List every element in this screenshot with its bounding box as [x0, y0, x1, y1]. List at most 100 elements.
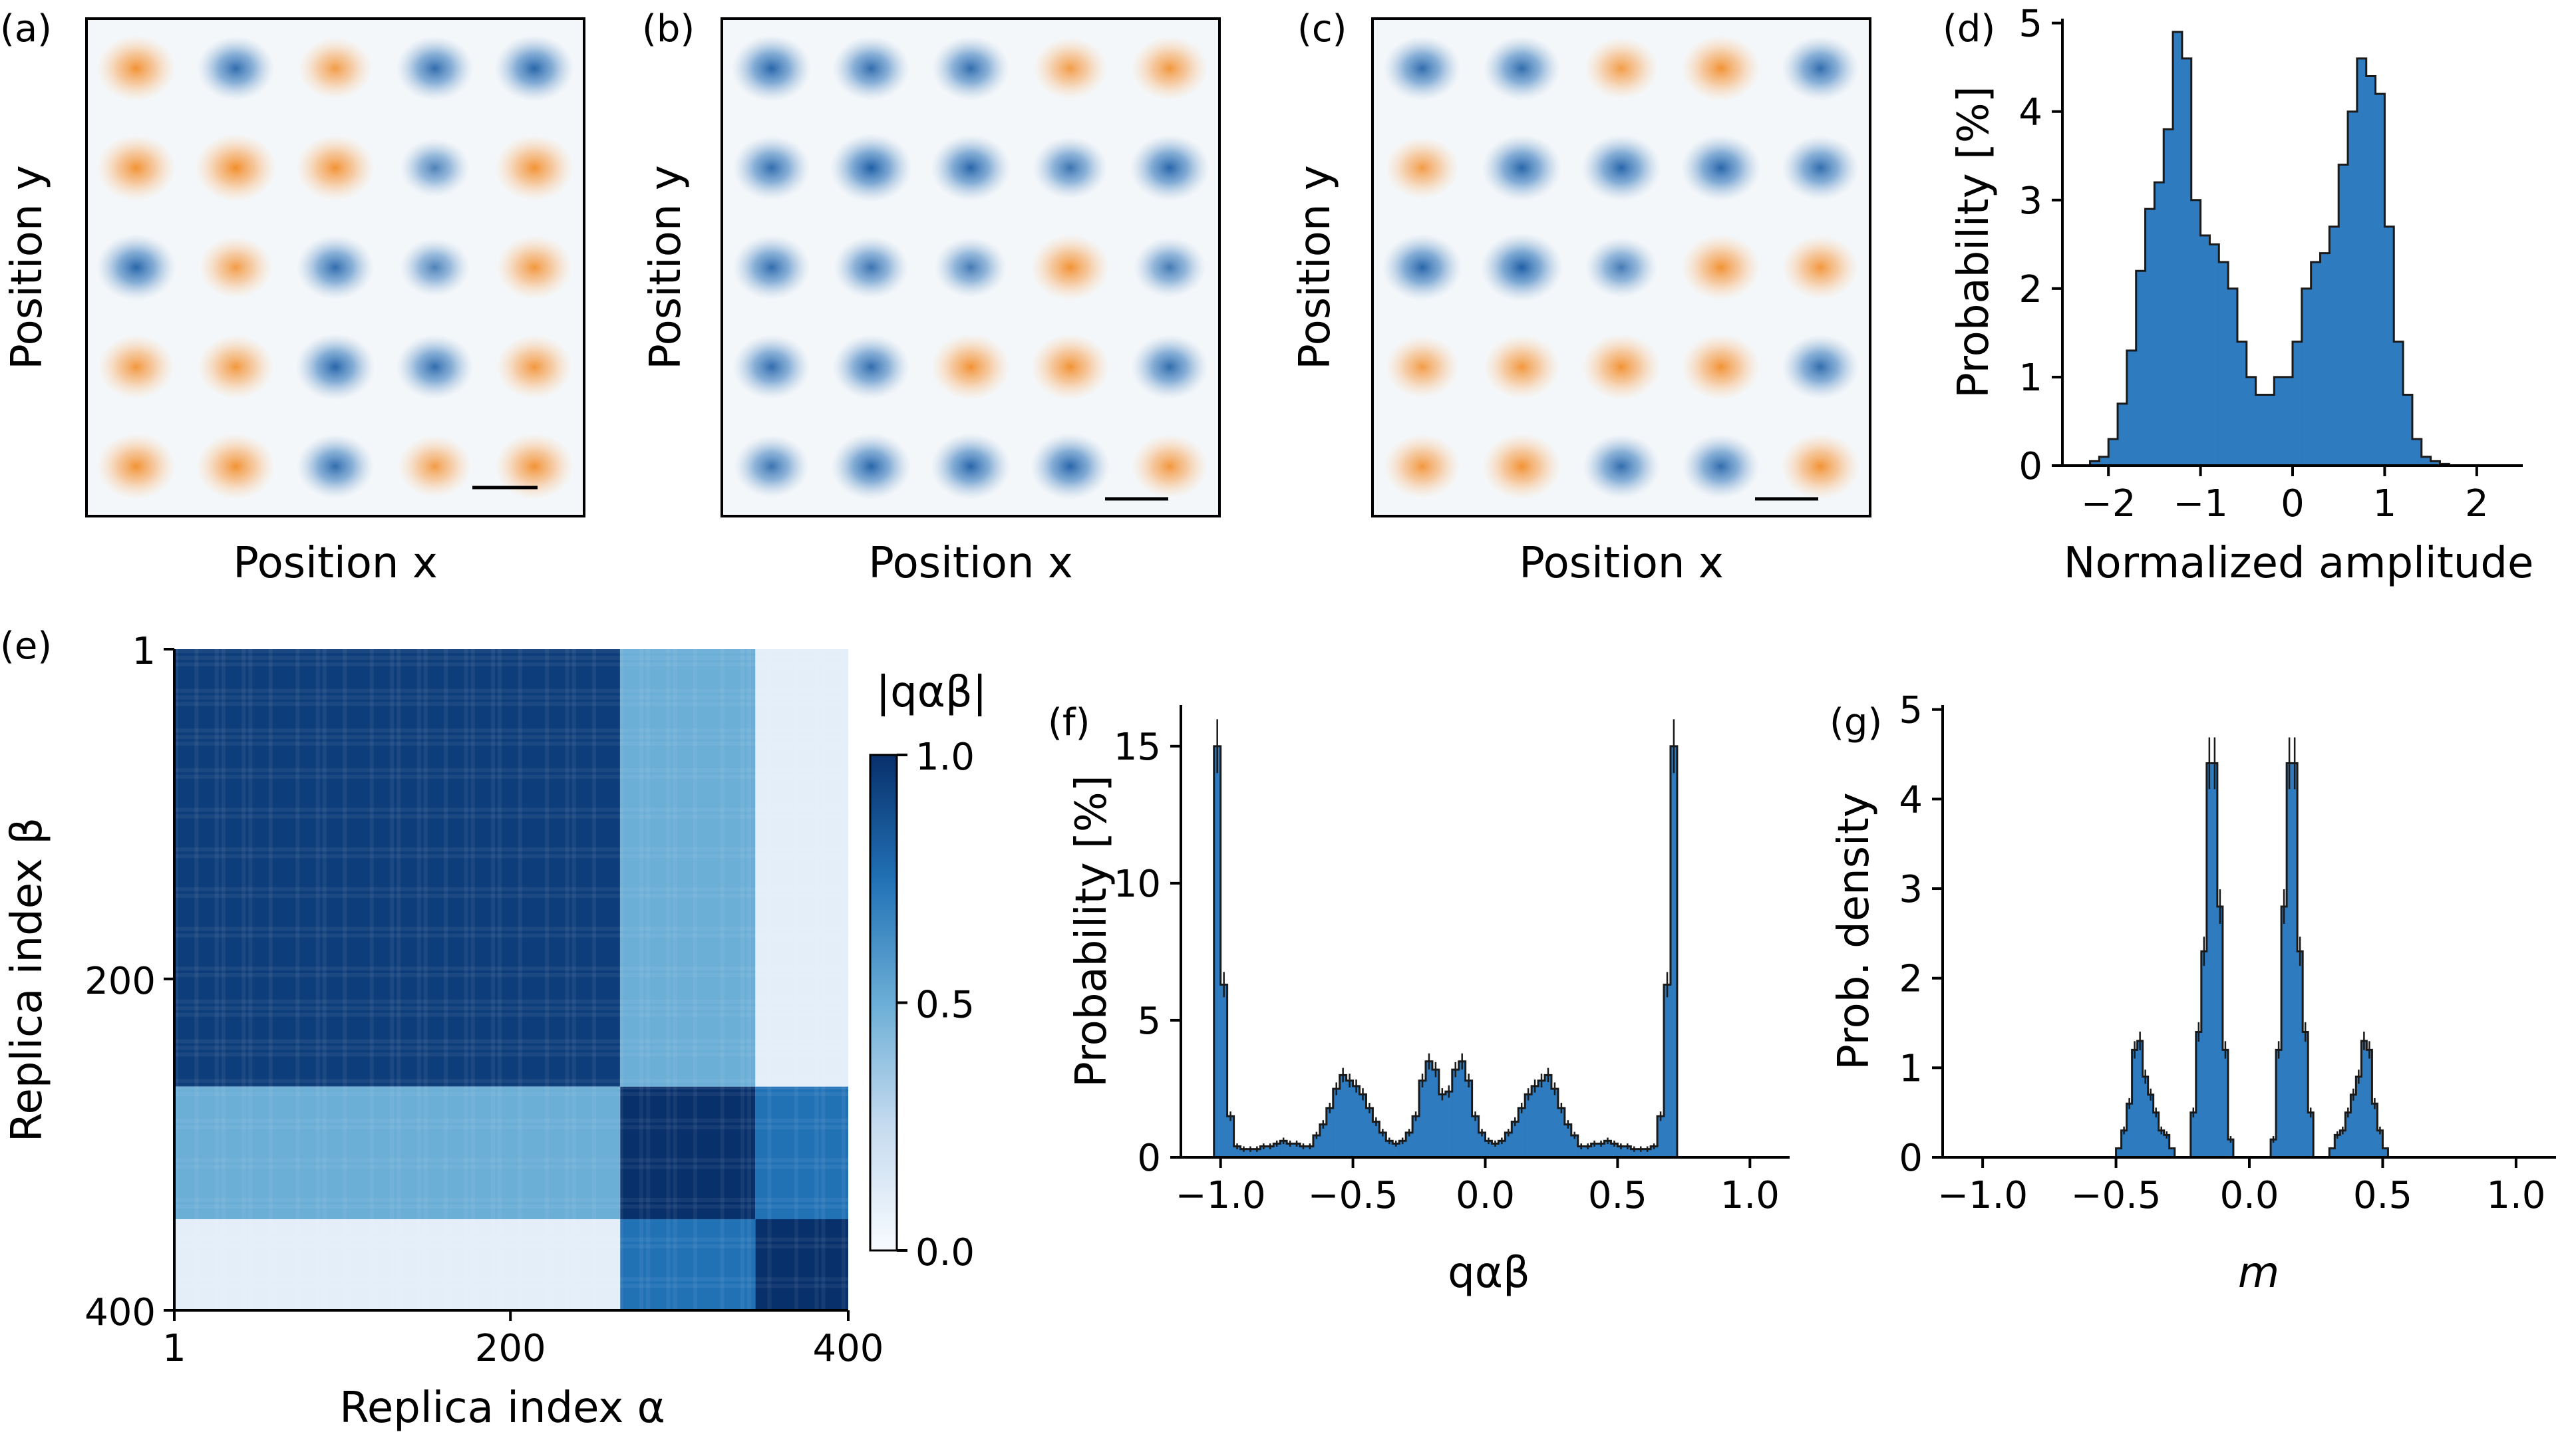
panel-b-y-axis-title: Position y	[641, 165, 691, 369]
overlap-stripe	[174, 973, 848, 978]
overlap-stripe	[295, 649, 300, 1310]
overlap-stripe	[174, 1046, 848, 1050]
hist-bar	[2402, 394, 2413, 466]
spin-spot	[832, 334, 910, 400]
y-tick-label: 0	[2018, 445, 2042, 488]
spin-spot	[1681, 233, 1761, 301]
panel-c-label: (c)	[1297, 7, 1347, 51]
spin-spot	[96, 134, 176, 202]
spin-spot	[295, 333, 376, 401]
overlap-block	[755, 649, 848, 1087]
overlap-stripe	[821, 649, 826, 1310]
overlap-stripe	[242, 649, 246, 1310]
panel-f-x-axis-title: qαβ	[1448, 1248, 1530, 1298]
overlap-stripe	[693, 649, 698, 1310]
spin-spot	[1480, 233, 1563, 302]
overlap-stripe	[174, 927, 848, 931]
spin-spot	[1382, 233, 1462, 301]
panel-b-label: (b)	[642, 7, 695, 51]
overlap-stripe	[814, 649, 819, 1310]
overlap-stripe	[174, 999, 848, 1004]
spin-spot	[197, 35, 275, 101]
spin-spot	[1130, 334, 1209, 400]
hist-bar	[2366, 76, 2376, 466]
overlap-stripe	[322, 649, 327, 1310]
overlap-block	[620, 1086, 756, 1219]
overlap-stripe	[343, 649, 347, 1310]
y-tick-label: 15	[1114, 726, 1161, 769]
overlap-stripe	[423, 649, 428, 1310]
panel-g-x-axis-title: m	[2238, 1248, 2279, 1298]
hist-outline	[2089, 31, 2496, 467]
overlap-stripe	[174, 966, 848, 971]
overlap-stripe	[767, 649, 772, 1310]
overlap-block	[755, 1086, 848, 1219]
overlap-stripe	[491, 649, 496, 1310]
hist-bar	[2154, 182, 2164, 466]
x-tick-label: 0	[2281, 482, 2305, 525]
hist-bar	[2200, 235, 2210, 466]
x-tick-label: 0.5	[2353, 1174, 2412, 1217]
panel-d-label: (d)	[1943, 7, 1995, 51]
hist-bar	[2172, 31, 2183, 466]
panel-f: (f) −1.0 −0.5 0.0 0.5 1.0 0 5 10 15 qαβ Probabi…	[1048, 701, 1790, 1298]
panel-a-frame	[85, 17, 585, 517]
spin-spot	[494, 134, 575, 202]
x-tick-label: −1.0	[1176, 1174, 1266, 1217]
overlap-stripe	[214, 649, 219, 1310]
overlap-stripe	[619, 649, 623, 1310]
x-tick-label: 1.0	[2486, 1174, 2545, 1217]
spin-spot	[1482, 432, 1562, 500]
overlap-block	[755, 1219, 848, 1310]
overlap-stripe	[174, 735, 848, 740]
spin-spot	[930, 134, 1011, 202]
spin-spot	[1384, 335, 1460, 398]
overlap-stripe	[174, 1079, 848, 1083]
x-tick-label: 1	[2373, 482, 2397, 525]
spin-spot	[296, 434, 375, 500]
overlap-stripe	[174, 1204, 848, 1209]
colorbar-tick-label: 0.0	[915, 1231, 975, 1274]
spin-spot	[732, 235, 811, 300]
panel-f-label: (f)	[1048, 701, 1090, 744]
overlap-stripe	[174, 1006, 848, 1010]
panel-e-colorbar-title: |qαβ|	[876, 668, 987, 717]
overlap-stripe	[174, 649, 848, 653]
panel-e-label: (e)	[0, 625, 52, 668]
hist-bar	[2347, 111, 2358, 466]
hist-bar	[2181, 58, 2192, 466]
hist-bar	[1445, 1091, 1453, 1158]
spin-spot	[1780, 432, 1861, 500]
panel-d-y-axis-title: Probability [%]	[1949, 86, 1999, 398]
spin-spot	[495, 334, 573, 400]
panel-c-x-axis-title: Position x	[1519, 539, 1723, 588]
hist-bar	[2375, 93, 2385, 466]
overlap-stripe	[646, 649, 651, 1310]
panel-e-x-ticks: 1 200 400	[162, 1310, 884, 1370]
panel-c-spots	[1372, 19, 1870, 516]
overlap-stripe	[174, 1012, 848, 1017]
panel-g-label: (g)	[1830, 701, 1882, 744]
overlap-stripe	[174, 814, 848, 819]
hist-bar	[2329, 226, 2339, 466]
spin-spot	[1482, 134, 1562, 202]
spin-spot	[1030, 233, 1110, 301]
panel-g-bars	[2115, 737, 2389, 1159]
overlap-stripe	[174, 1039, 848, 1044]
x-tick-label: −0.5	[2071, 1174, 2162, 1217]
spin-spot	[734, 434, 810, 498]
x-tick-label: −1.0	[1937, 1174, 2028, 1217]
panel-e-y-ticks: 1 200 400	[84, 630, 174, 1334]
spin-spot	[1483, 334, 1561, 400]
spin-spot	[399, 237, 470, 297]
overlap-stripe	[174, 655, 848, 660]
x-tick-label: −2	[2081, 482, 2136, 525]
overlap-stripe	[174, 662, 848, 666]
overlap-stripe	[174, 933, 848, 938]
colorbar-tick-label: 1.0	[915, 736, 975, 779]
spin-spot	[1682, 434, 1760, 500]
hist-bar	[2209, 244, 2219, 466]
hist-bar	[2237, 341, 2247, 466]
